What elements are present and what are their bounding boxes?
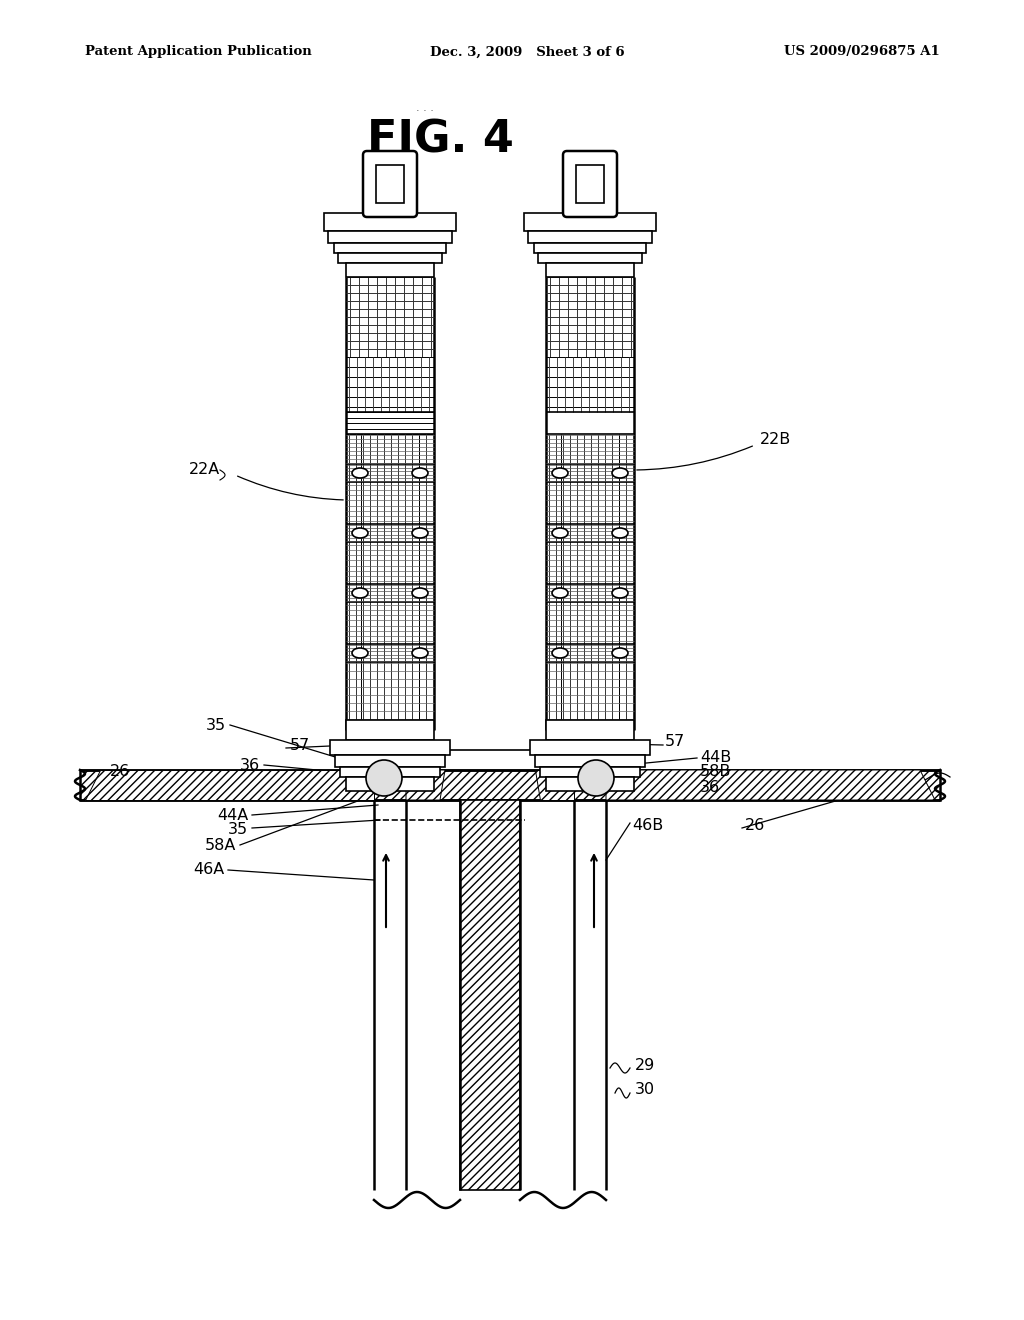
Ellipse shape <box>612 469 628 478</box>
Bar <box>538 253 642 263</box>
Ellipse shape <box>552 648 568 657</box>
Text: 46B: 46B <box>632 817 664 833</box>
Polygon shape <box>535 770 574 800</box>
Ellipse shape <box>352 587 368 598</box>
Text: 44B: 44B <box>700 750 731 764</box>
Text: 22B: 22B <box>760 433 792 447</box>
Circle shape <box>578 760 614 796</box>
Text: 57: 57 <box>665 734 685 750</box>
Text: 35: 35 <box>228 822 248 837</box>
Bar <box>366 738 414 756</box>
Bar <box>575 165 604 203</box>
Text: Dec. 3, 2009   Sheet 3 of 6: Dec. 3, 2009 Sheet 3 of 6 <box>430 45 625 58</box>
Bar <box>335 755 445 767</box>
Ellipse shape <box>412 528 428 539</box>
Text: Patent Application Publication: Patent Application Publication <box>85 45 311 58</box>
Bar <box>340 767 440 777</box>
Text: . . .: . . . <box>416 103 434 114</box>
Ellipse shape <box>352 528 368 539</box>
Bar <box>528 231 652 243</box>
Text: FIG. 4: FIG. 4 <box>367 119 513 161</box>
Text: 46A: 46A <box>193 862 224 878</box>
Bar <box>376 165 404 203</box>
Bar <box>346 777 434 791</box>
FancyBboxPatch shape <box>563 150 617 216</box>
Text: 36: 36 <box>240 758 260 772</box>
Text: 44A: 44A <box>217 808 248 822</box>
Bar <box>460 800 520 1191</box>
Bar <box>540 767 640 777</box>
Text: 30: 30 <box>635 1082 655 1097</box>
Bar <box>524 213 656 231</box>
Ellipse shape <box>612 648 628 657</box>
Bar <box>324 213 456 231</box>
Bar <box>535 755 645 767</box>
Text: US 2009/0296875 A1: US 2009/0296875 A1 <box>784 45 940 58</box>
Bar <box>534 243 646 253</box>
Ellipse shape <box>552 469 568 478</box>
Ellipse shape <box>412 587 428 598</box>
Bar <box>328 231 452 243</box>
Ellipse shape <box>612 587 628 598</box>
Bar <box>346 719 434 741</box>
Text: 35: 35 <box>206 718 226 733</box>
Bar <box>546 719 634 741</box>
Ellipse shape <box>412 648 428 657</box>
Text: 36: 36 <box>700 780 720 795</box>
Polygon shape <box>606 770 935 800</box>
Text: 26: 26 <box>110 764 130 780</box>
Text: 58B: 58B <box>700 764 731 780</box>
Polygon shape <box>406 770 445 800</box>
Ellipse shape <box>612 528 628 539</box>
Circle shape <box>366 760 402 796</box>
Bar <box>330 741 450 755</box>
Ellipse shape <box>412 469 428 478</box>
Text: 29: 29 <box>635 1057 655 1072</box>
Text: 58A: 58A <box>205 837 236 853</box>
Bar <box>80 770 940 800</box>
Polygon shape <box>85 770 374 800</box>
Bar <box>546 777 634 791</box>
Text: 22A: 22A <box>188 462 220 478</box>
Text: 26: 26 <box>745 817 765 833</box>
FancyBboxPatch shape <box>362 150 417 216</box>
Bar <box>346 263 434 277</box>
Bar <box>546 263 634 277</box>
Bar <box>530 741 650 755</box>
Ellipse shape <box>552 587 568 598</box>
Bar <box>338 253 442 263</box>
Text: 57: 57 <box>290 738 310 752</box>
Bar <box>334 243 446 253</box>
Ellipse shape <box>352 469 368 478</box>
Ellipse shape <box>352 648 368 657</box>
Ellipse shape <box>552 528 568 539</box>
